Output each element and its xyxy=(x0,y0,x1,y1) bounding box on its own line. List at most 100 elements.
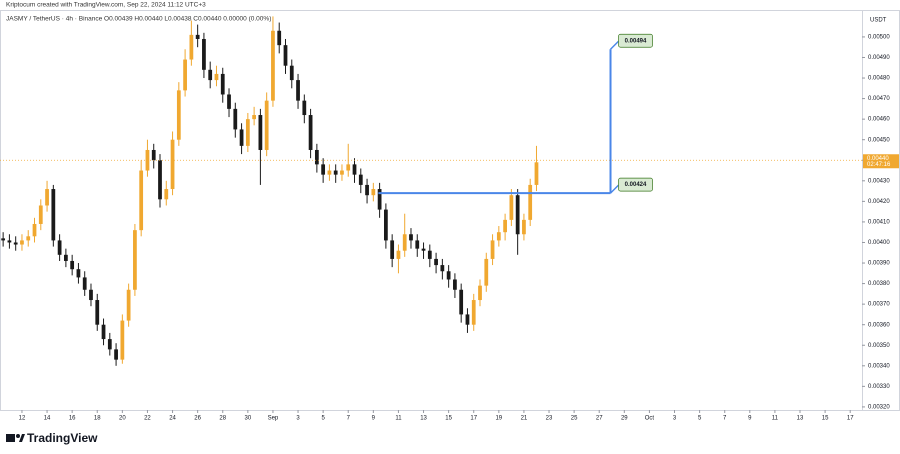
candle-body xyxy=(302,100,307,116)
symbol-info: JASMY / TetherUS · 4h · Binance O0.00439… xyxy=(6,16,271,23)
candle-body xyxy=(402,234,407,251)
x-tick-label: 11 xyxy=(772,416,779,422)
x-tick-label: 13 xyxy=(420,416,427,422)
y-tick-label: 0.00340 xyxy=(868,363,890,369)
x-tick-label: 30 xyxy=(245,416,252,422)
candle-body xyxy=(170,139,175,190)
candle-body xyxy=(220,73,225,95)
candle-body xyxy=(264,100,269,150)
projection-label-box xyxy=(618,33,653,48)
candle-body xyxy=(384,209,388,241)
y-tick-label: 0.00410 xyxy=(868,220,890,226)
candle-body xyxy=(478,285,482,301)
x-tick-label: 28 xyxy=(219,416,226,422)
x-tick-label: Oct xyxy=(645,416,655,422)
candle-body xyxy=(465,314,470,325)
candle-body xyxy=(214,73,219,81)
projection-label: 0.00424 xyxy=(625,182,647,188)
candle-body xyxy=(515,195,520,235)
candle-body xyxy=(459,289,464,315)
candle-body xyxy=(76,269,81,278)
candle-body xyxy=(314,149,319,165)
candle-body xyxy=(471,300,476,325)
y-tick-label: 0.00460 xyxy=(868,117,890,123)
y-tick-label: 0.00400 xyxy=(868,240,890,246)
candle-body xyxy=(390,240,395,259)
logo xyxy=(6,434,25,442)
candle-body xyxy=(283,45,288,66)
x-tick-label: 23 xyxy=(546,416,553,422)
brand: TradingView xyxy=(27,431,98,445)
currency: USDT xyxy=(870,18,887,24)
candle-body xyxy=(7,240,12,243)
projection-leader xyxy=(609,184,620,194)
candle-body xyxy=(327,170,332,175)
candle-body xyxy=(176,90,181,140)
x-tick-label: 9 xyxy=(748,416,752,422)
frame xyxy=(0,10,900,411)
candle-body xyxy=(503,219,507,233)
candle-body xyxy=(227,94,231,109)
x-tick-label: 14 xyxy=(44,416,51,422)
projection-leader xyxy=(609,40,620,50)
x-tick-label: Sep xyxy=(268,416,279,422)
candle-body xyxy=(183,59,187,91)
candle-body xyxy=(371,189,376,196)
header: Kriptocum created with TradingView.com, … xyxy=(6,2,206,9)
y-tick-label: 0.00500 xyxy=(868,35,890,41)
countdown: 02:47:16 xyxy=(867,162,891,168)
x-tick-label: 29 xyxy=(621,416,628,422)
y-tick-label: 0.00350 xyxy=(868,343,890,349)
x-tick-label: 5 xyxy=(321,416,325,422)
x-tick-label: 7 xyxy=(347,416,351,422)
candle-body xyxy=(340,170,344,175)
x-tick-label: 16 xyxy=(69,416,76,422)
candle-body xyxy=(70,260,75,270)
candle-body xyxy=(57,240,62,255)
candle-body xyxy=(365,184,369,196)
x-tick-label: 3 xyxy=(296,416,300,422)
candle-body xyxy=(195,34,200,39)
y-tick-label: 0.00470 xyxy=(868,96,890,102)
y-tick-label: 0.00390 xyxy=(868,261,890,267)
candle-body xyxy=(51,189,56,241)
candle-body xyxy=(333,170,338,175)
candle-body xyxy=(233,108,238,130)
y-tick-label: 0.00370 xyxy=(868,302,890,308)
candle-body xyxy=(446,271,451,280)
candle-body xyxy=(114,349,118,360)
y-tick-label: 0.00430 xyxy=(868,178,890,184)
candle-body xyxy=(484,258,489,286)
candle-body xyxy=(45,189,49,206)
x-tick-label: 15 xyxy=(445,416,452,422)
x-tick-label: 20 xyxy=(119,416,126,422)
x-tick-label: 24 xyxy=(169,416,176,422)
candle-body xyxy=(396,250,401,259)
x-tick-label: 12 xyxy=(19,416,26,422)
x-tick-label: 9 xyxy=(372,416,376,422)
x-tick-label: 13 xyxy=(797,416,804,422)
candle-body xyxy=(271,30,275,101)
x-tick-label: 27 xyxy=(596,416,603,422)
y-tick-label: 0.00320 xyxy=(868,404,890,410)
x-tick-label: 15 xyxy=(822,416,829,422)
candle-body xyxy=(245,119,250,146)
y-tick-label: 0.00450 xyxy=(868,137,890,143)
x-tick-label: 25 xyxy=(571,416,578,422)
candle-body xyxy=(151,149,156,161)
candle-body xyxy=(289,65,294,81)
candle-body xyxy=(427,250,432,259)
candle-body xyxy=(26,236,31,241)
y-tick-label: 0.00480 xyxy=(868,76,890,82)
candle-body xyxy=(202,38,206,70)
candle-body xyxy=(308,115,313,150)
candle-body xyxy=(20,240,24,245)
candle-body xyxy=(38,205,43,224)
candle-body xyxy=(321,164,326,175)
candle-body xyxy=(358,174,363,185)
candle-body xyxy=(95,300,100,325)
candle-body xyxy=(534,162,539,185)
x-tick-label: 19 xyxy=(495,416,502,422)
y-tick-label: 0.00380 xyxy=(868,281,890,287)
